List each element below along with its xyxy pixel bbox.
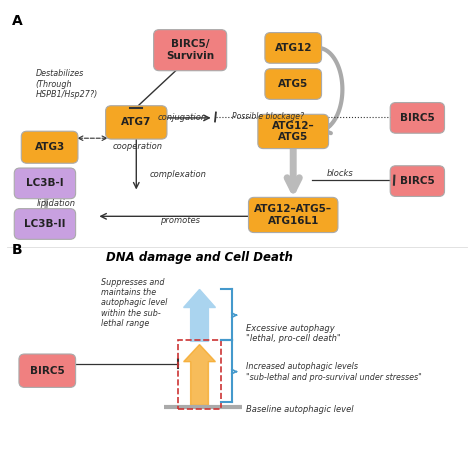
Text: BIRC5: BIRC5 <box>400 176 435 186</box>
Text: Baseline autophagic level: Baseline autophagic level <box>246 405 354 414</box>
Text: ATG12–
ATG5: ATG12– ATG5 <box>272 121 315 142</box>
FancyBboxPatch shape <box>154 30 227 71</box>
FancyArrow shape <box>183 345 216 405</box>
Bar <box>178 340 220 409</box>
Text: Suppresses and
maintains the
autophagic level
within the sub-
lethal range: Suppresses and maintains the autophagic … <box>101 278 167 328</box>
FancyBboxPatch shape <box>248 197 338 233</box>
FancyBboxPatch shape <box>21 131 78 163</box>
FancyArrow shape <box>183 289 216 341</box>
Text: Possible blockage?: Possible blockage? <box>232 112 304 121</box>
FancyBboxPatch shape <box>106 106 167 139</box>
Text: promotes: promotes <box>160 216 200 225</box>
FancyBboxPatch shape <box>390 166 445 197</box>
Text: ATG12–ATG5–
ATG16L1: ATG12–ATG5– ATG16L1 <box>254 204 332 226</box>
Text: ATG7: ATG7 <box>121 117 152 128</box>
Text: cooperation: cooperation <box>113 142 163 151</box>
Text: Increased autophagic levels
"sub-lethal and pro-survival under stresses": Increased autophagic levels "sub-lethal … <box>246 362 422 382</box>
Text: complexation: complexation <box>150 170 207 179</box>
Text: BIRC5/
Survivin: BIRC5/ Survivin <box>166 39 214 61</box>
Text: Excessive autophagy
"lethal, pro-cell death": Excessive autophagy "lethal, pro-cell de… <box>246 324 341 343</box>
Text: lipidation: lipidation <box>37 199 76 208</box>
FancyBboxPatch shape <box>14 168 76 199</box>
Text: ATG12: ATG12 <box>274 43 312 53</box>
FancyBboxPatch shape <box>265 32 321 63</box>
Text: BIRC5: BIRC5 <box>400 113 435 123</box>
Text: LC3B-II: LC3B-II <box>24 219 66 229</box>
Text: ATG5: ATG5 <box>278 79 309 89</box>
Text: LC3B-I: LC3B-I <box>26 178 64 188</box>
Text: B: B <box>12 243 23 257</box>
Text: BIRC5: BIRC5 <box>30 366 64 376</box>
FancyBboxPatch shape <box>19 354 76 388</box>
FancyBboxPatch shape <box>390 102 445 133</box>
FancyBboxPatch shape <box>265 69 321 99</box>
FancyBboxPatch shape <box>14 209 76 239</box>
Text: ATG3: ATG3 <box>35 142 65 152</box>
Text: Destabilizes
(Through
HSPB1/Hsp27?): Destabilizes (Through HSPB1/Hsp27?) <box>36 69 98 99</box>
Text: blocks: blocks <box>327 169 354 178</box>
Text: DNA damage and Cell Death: DNA damage and Cell Death <box>106 251 293 264</box>
Text: conjugation: conjugation <box>157 113 207 122</box>
Text: A: A <box>12 14 23 28</box>
FancyBboxPatch shape <box>258 114 328 149</box>
